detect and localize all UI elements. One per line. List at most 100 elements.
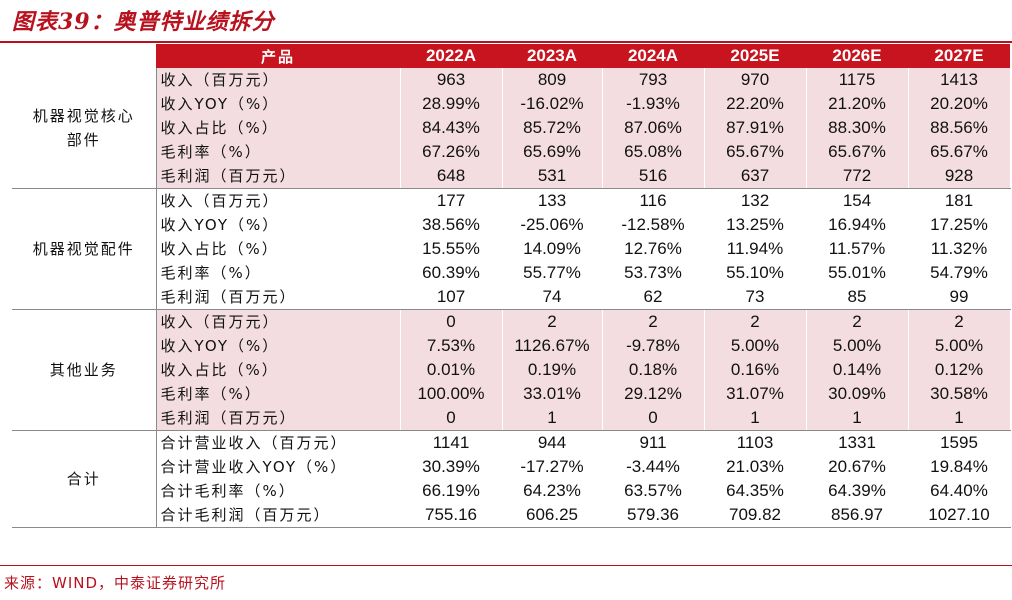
value-cell: 87.91%: [703, 116, 807, 140]
value-cell: 29.12%: [601, 382, 705, 406]
value-cell: 19.84%: [907, 455, 1011, 479]
group-label: 合计: [12, 430, 157, 528]
value-cell: 99: [907, 285, 1011, 310]
value-cell: 0.14%: [805, 358, 909, 382]
value-cell: 33.01%: [501, 382, 603, 406]
table-header-row: 产品 2022A 2023A 2024A 2025E 2026E 2027E: [12, 44, 1010, 68]
value-cell: 177: [399, 188, 503, 213]
value-cell: 1175: [805, 68, 909, 92]
value-cell: 1413: [907, 68, 1011, 92]
table-row: 毛利率（%） 67.26% 65.69% 65.08% 65.67% 65.67% 65.6…: [12, 140, 1011, 164]
source-note: 来源：WIND，中泰证券研究所: [4, 574, 227, 592]
value-cell: 53.73%: [601, 261, 705, 285]
value-cell: 88.56%: [907, 116, 1011, 140]
value-cell: 1: [907, 406, 1011, 431]
metric-label: 毛利率（%）: [155, 382, 401, 406]
metric-label: 收入（百万元）: [155, 309, 401, 334]
value-cell: 30.09%: [805, 382, 909, 406]
value-cell: 944: [501, 430, 603, 455]
value-cell: 579.36: [601, 503, 705, 528]
value-cell: -17.27%: [501, 455, 603, 479]
value-cell: -9.78%: [601, 334, 705, 358]
table-row: 合计毛利润（百万元） 755.16 606.25 579.36 709.82 856.97…: [12, 503, 1011, 528]
value-cell: 5.00%: [805, 334, 909, 358]
value-cell: 856.97: [805, 503, 909, 528]
value-cell: 0: [601, 406, 705, 431]
value-cell: 16.94%: [805, 213, 909, 237]
value-cell: 62: [601, 285, 705, 310]
footer-divider: [0, 565, 1012, 566]
value-cell: 12.76%: [601, 237, 705, 261]
value-cell: 20.67%: [805, 455, 909, 479]
value-cell: 54.79%: [907, 261, 1011, 285]
value-cell: 2: [805, 309, 909, 334]
table-row: 合计毛利率（%） 66.19% 64.23% 63.57% 64.35% 64.39% 64…: [12, 479, 1011, 503]
value-cell: 65.67%: [805, 140, 909, 164]
value-cell: -3.44%: [601, 455, 705, 479]
value-cell: -12.58%: [601, 213, 705, 237]
value-cell: 1595: [907, 430, 1011, 455]
value-cell: 181: [907, 188, 1011, 213]
table-row: 收入YOY（%） 7.53% 1126.67% -9.78% 5.00% 5.00% 5.0…: [12, 334, 1011, 358]
value-cell: 11.94%: [703, 237, 807, 261]
header-year-2025e: 2025E: [704, 44, 806, 68]
value-cell: 14.09%: [501, 237, 603, 261]
value-cell: 107: [399, 285, 503, 310]
header-year-2024a: 2024A: [602, 44, 704, 68]
value-cell: 0.01%: [399, 358, 503, 382]
value-cell: 1027.10: [907, 503, 1011, 528]
value-cell: 85.72%: [501, 116, 603, 140]
metric-label: 收入占比（%）: [155, 116, 401, 140]
value-cell: 1: [805, 406, 909, 431]
value-cell: 30.58%: [907, 382, 1011, 406]
value-cell: 30.39%: [399, 455, 503, 479]
value-cell: 928: [907, 164, 1011, 189]
value-cell: 11.57%: [805, 237, 909, 261]
value-cell: 15.55%: [399, 237, 503, 261]
value-cell: 911: [601, 430, 705, 455]
value-cell: 21.20%: [805, 92, 909, 116]
metric-label: 毛利率（%）: [155, 261, 401, 285]
value-cell: 1: [703, 406, 807, 431]
header-blank: [12, 44, 156, 68]
value-cell: 516: [601, 164, 705, 189]
value-cell: 709.82: [703, 503, 807, 528]
table-row: 收入YOY（%） 28.99% -16.02% -1.93% 22.20% 21.20% 2…: [12, 92, 1011, 116]
value-cell: 5.00%: [907, 334, 1011, 358]
value-cell: 64.35%: [703, 479, 807, 503]
value-cell: 88.30%: [805, 116, 909, 140]
value-cell: 13.25%: [703, 213, 807, 237]
group-label: 机器视觉配件: [12, 188, 157, 310]
header-product: 产品: [156, 44, 400, 68]
value-cell: 74: [501, 285, 603, 310]
value-cell: 0: [399, 406, 503, 431]
metric-label: 合计毛利润（百万元）: [155, 503, 401, 528]
value-cell: 0.18%: [601, 358, 705, 382]
value-cell: 0.19%: [501, 358, 603, 382]
value-cell: 133: [501, 188, 603, 213]
value-cell: 793: [601, 68, 705, 92]
value-cell: 64.23%: [501, 479, 603, 503]
value-cell: 65.67%: [703, 140, 807, 164]
value-cell: 55.77%: [501, 261, 603, 285]
table-row: 收入占比（%） 84.43% 85.72% 87.06% 87.91% 88.30% 88.…: [12, 116, 1011, 140]
value-cell: 65.67%: [907, 140, 1011, 164]
value-cell: 55.10%: [703, 261, 807, 285]
value-cell: 84.43%: [399, 116, 503, 140]
value-cell: 66.19%: [399, 479, 503, 503]
value-cell: 64.40%: [907, 479, 1011, 503]
value-cell: 65.69%: [501, 140, 603, 164]
value-cell: 85: [805, 285, 909, 310]
metric-label: 收入（百万元）: [155, 188, 401, 213]
table-row: 毛利率（%） 60.39% 55.77% 53.73% 55.10% 55.01% 54.7…: [12, 261, 1011, 285]
table-row: 合计营业收入YOY（%） 30.39% -17.27% -3.44% 21.03% 20.…: [12, 455, 1011, 479]
metric-label: 毛利润（百万元）: [155, 285, 401, 310]
metric-label: 收入占比（%）: [155, 358, 401, 382]
value-cell: 755.16: [399, 503, 503, 528]
value-cell: 31.07%: [703, 382, 807, 406]
value-cell: 0.16%: [703, 358, 807, 382]
value-cell: -25.06%: [501, 213, 603, 237]
value-cell: 63.57%: [601, 479, 705, 503]
value-cell: 132: [703, 188, 807, 213]
header-year-2022a: 2022A: [400, 44, 502, 68]
